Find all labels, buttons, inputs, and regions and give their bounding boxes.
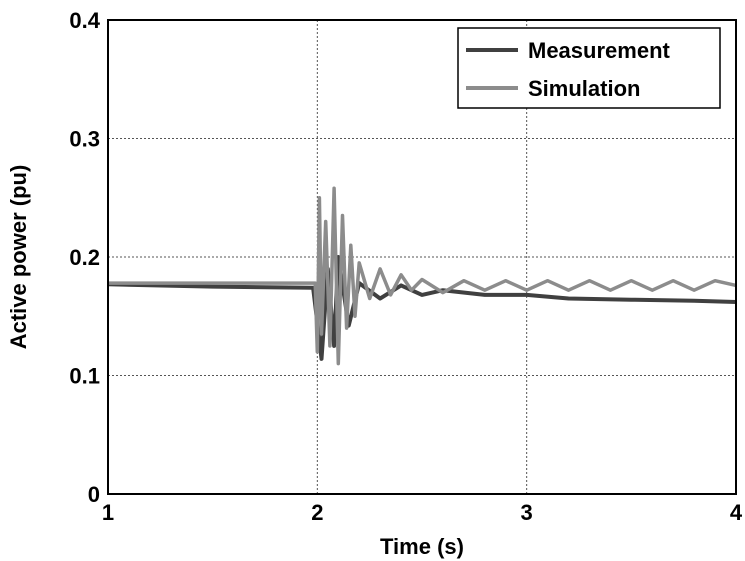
y-tick-label: 0: [88, 482, 100, 507]
y-tick-label: 0.1: [69, 364, 100, 389]
y-tick-label: 0.4: [69, 8, 100, 33]
plot-frame: [107, 19, 737, 495]
x-tick-label: 2: [311, 500, 323, 525]
series-layer: [107, 186, 737, 366]
x-axis-label: Time (s): [380, 534, 464, 559]
y-axis-label: Active power (pu): [6, 165, 31, 350]
x-tick-label: 4: [730, 500, 743, 525]
x-tick-label: 3: [521, 500, 533, 525]
legend-label-measurement: Measurement: [528, 38, 671, 63]
legend: Measurement Simulation: [457, 27, 721, 109]
y-tick-label: 0.3: [69, 127, 100, 152]
ticks: 1 2 3 4 0 0.1 0.2 0.3 0.4: [69, 8, 742, 525]
y-tick-label: 0.2: [69, 245, 100, 270]
legend-box: [457, 27, 721, 109]
x-tick-label: 1: [102, 500, 114, 525]
series-line-simulation: [108, 186, 737, 366]
series-line-measurement: [107, 255, 737, 361]
legend-label-simulation: Simulation: [528, 76, 640, 101]
